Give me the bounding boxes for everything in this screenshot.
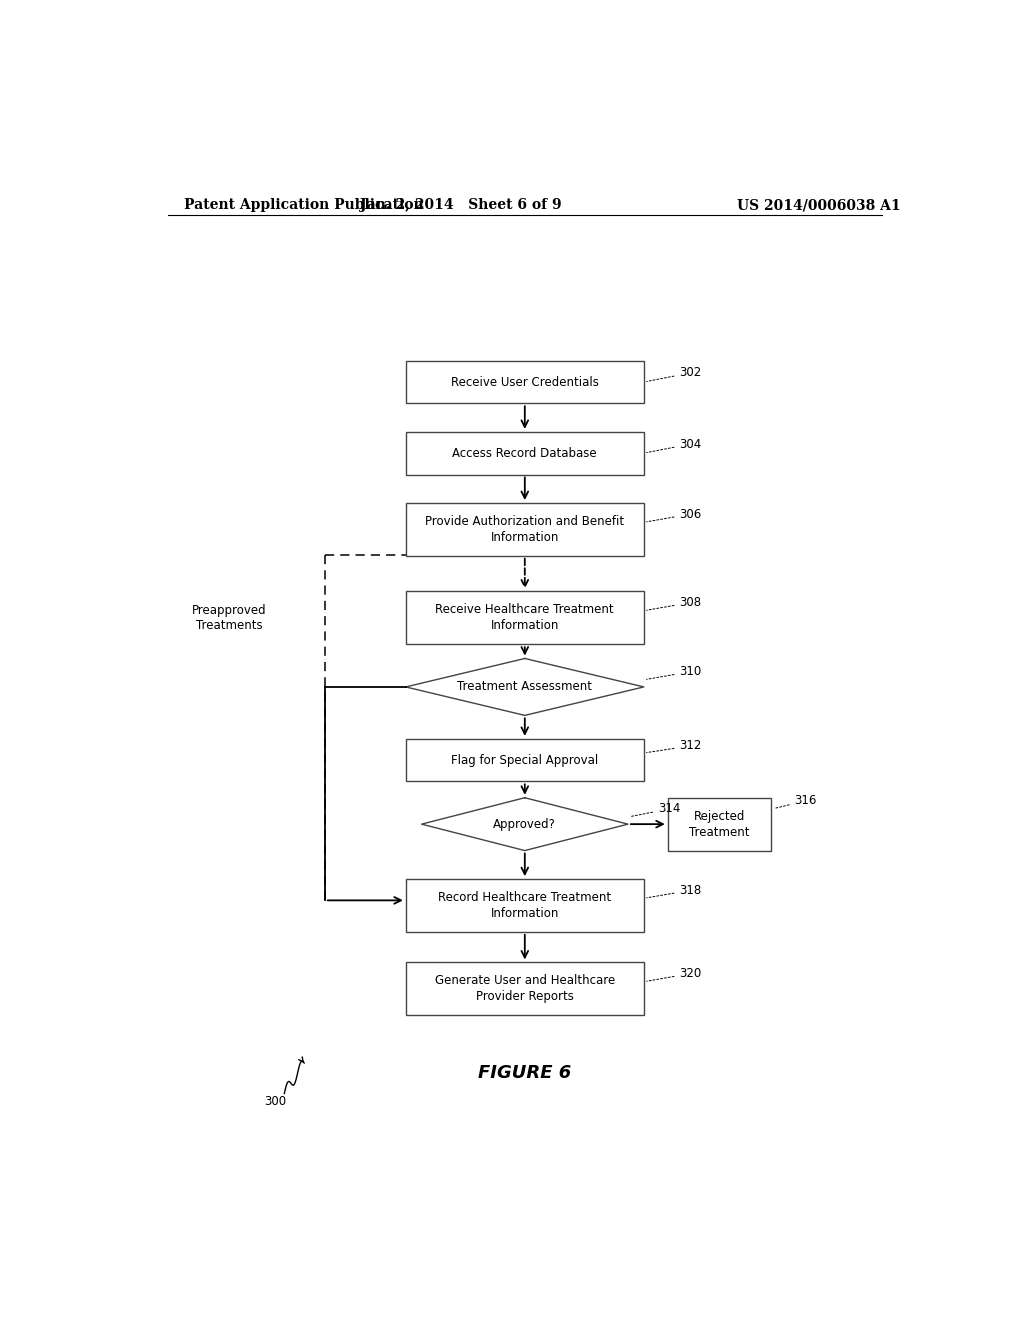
- Text: 306: 306: [646, 508, 701, 521]
- Text: 312: 312: [646, 739, 701, 752]
- Text: 318: 318: [646, 883, 701, 898]
- Text: Record Healthcare Treatment
Information: Record Healthcare Treatment Information: [438, 891, 611, 920]
- Text: Provide Authorization and Benefit
Information: Provide Authorization and Benefit Inform…: [425, 515, 625, 544]
- Text: Treatment Assessment: Treatment Assessment: [458, 680, 592, 693]
- Text: Access Record Database: Access Record Database: [453, 446, 597, 459]
- Text: 302: 302: [646, 367, 701, 381]
- Text: FIGURE 6: FIGURE 6: [478, 1064, 571, 1082]
- Polygon shape: [422, 797, 628, 850]
- Text: Jan. 2, 2014   Sheet 6 of 9: Jan. 2, 2014 Sheet 6 of 9: [360, 198, 562, 213]
- Text: Rejected
Treatment: Rejected Treatment: [689, 809, 750, 838]
- Text: Approved?: Approved?: [494, 817, 556, 830]
- Text: 300: 300: [264, 1096, 286, 1107]
- Text: 314: 314: [631, 803, 681, 817]
- Text: 316: 316: [775, 795, 817, 808]
- FancyBboxPatch shape: [406, 503, 644, 556]
- Text: 320: 320: [646, 968, 701, 981]
- Text: Generate User and Healthcare
Provider Reports: Generate User and Healthcare Provider Re…: [434, 974, 615, 1003]
- FancyBboxPatch shape: [406, 739, 644, 781]
- Polygon shape: [406, 659, 644, 715]
- Text: Flag for Special Approval: Flag for Special Approval: [452, 754, 598, 767]
- Text: Receive User Credentials: Receive User Credentials: [451, 375, 599, 388]
- Text: Preapproved
Treatments: Preapproved Treatments: [193, 603, 267, 632]
- Text: 310: 310: [646, 665, 701, 680]
- Text: US 2014/0006038 A1: US 2014/0006038 A1: [736, 198, 900, 213]
- Text: 304: 304: [646, 437, 701, 453]
- Text: Patent Application Publication: Patent Application Publication: [183, 198, 423, 213]
- FancyBboxPatch shape: [406, 432, 644, 474]
- FancyBboxPatch shape: [668, 797, 771, 850]
- FancyBboxPatch shape: [406, 879, 644, 932]
- Text: 308: 308: [646, 597, 701, 610]
- Text: Receive Healthcare Treatment
Information: Receive Healthcare Treatment Information: [435, 603, 614, 632]
- FancyBboxPatch shape: [406, 591, 644, 644]
- FancyBboxPatch shape: [406, 962, 644, 1015]
- FancyBboxPatch shape: [406, 360, 644, 404]
